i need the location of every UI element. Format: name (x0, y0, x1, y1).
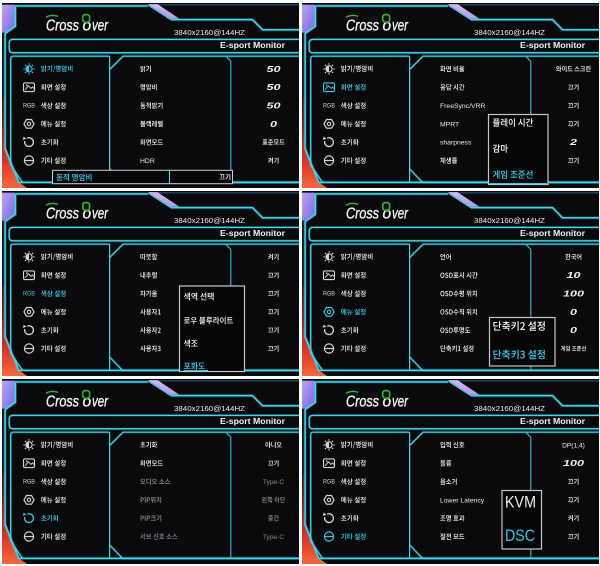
svg-text:RGB: RGB (323, 103, 335, 109)
svg-text:3840x2160@144HZ: 3840x2160@144HZ (474, 404, 545, 413)
svg-text:FreeSync/VRR: FreeSync/VRR (440, 102, 485, 109)
svg-text:RGB: RGB (23, 103, 35, 109)
svg-text:DP(1,4): DP(1,4) (562, 442, 585, 449)
svg-text:2: 2 (568, 137, 577, 147)
svg-text:ver: ver (392, 393, 409, 410)
svg-text:o: o (382, 205, 391, 222)
svg-text:50: 50 (266, 100, 280, 110)
svg-text:MPRT: MPRT (440, 121, 459, 128)
svg-text:100: 100 (563, 458, 584, 468)
svg-text:3840x2160@144HZ: 3840x2160@144HZ (174, 404, 245, 413)
svg-text:Cross: Cross (46, 205, 79, 222)
svg-text:ver: ver (392, 205, 409, 222)
svg-text:o: o (382, 17, 391, 34)
svg-text:3840x2160@144HZ: 3840x2160@144HZ (474, 28, 545, 37)
svg-text:E-sport Monitor: E-sport Monitor (220, 41, 285, 50)
svg-text:10: 10 (566, 270, 580, 280)
svg-text:ver: ver (92, 393, 109, 410)
svg-text:DSC: DSC (505, 527, 535, 545)
svg-text:50: 50 (266, 82, 280, 92)
svg-text:E-sport Monitor: E-sport Monitor (520, 229, 585, 238)
svg-text:HDR: HDR (140, 157, 155, 164)
svg-text:RGB: RGB (323, 291, 335, 297)
svg-text:RGB: RGB (23, 479, 35, 485)
svg-text:Type-C: Type-C (262, 533, 283, 540)
svg-text:E-sport Monitor: E-sport Monitor (220, 229, 285, 238)
svg-text:Cross: Cross (346, 205, 379, 222)
svg-text:o: o (382, 393, 391, 410)
svg-text:Cross: Cross (46, 393, 79, 410)
svg-text:ver: ver (92, 205, 109, 222)
svg-text:KVM: KVM (505, 492, 536, 511)
svg-text:RGB: RGB (23, 291, 35, 297)
svg-text:Lower Latency: Lower Latency (440, 497, 485, 504)
svg-text:3840x2160@144HZ: 3840x2160@144HZ (174, 28, 245, 37)
svg-text:Type-C: Type-C (262, 478, 283, 485)
svg-text:0: 0 (270, 118, 277, 128)
svg-text:o: o (82, 393, 91, 410)
svg-text:E-sport Monitor: E-sport Monitor (520, 417, 585, 426)
svg-text:ver: ver (392, 17, 409, 34)
svg-text:RGB: RGB (323, 479, 335, 485)
svg-text:0: 0 (570, 306, 577, 316)
svg-text:ver: ver (92, 17, 109, 34)
svg-text:50: 50 (266, 63, 280, 73)
svg-text:0: 0 (570, 325, 577, 335)
svg-text:o: o (82, 17, 91, 34)
svg-text:Cross: Cross (346, 393, 379, 410)
svg-text:o: o (82, 205, 91, 222)
svg-text:100: 100 (563, 288, 584, 298)
svg-text:E-sport Monitor: E-sport Monitor (520, 41, 585, 50)
svg-text:3840x2160@144HZ: 3840x2160@144HZ (174, 216, 245, 225)
svg-text:3840x2160@144HZ: 3840x2160@144HZ (474, 216, 545, 225)
svg-text:Cross: Cross (346, 17, 379, 34)
svg-text:sharpness: sharpness (440, 139, 472, 146)
svg-text:Cross: Cross (46, 17, 79, 34)
svg-text:E-sport Monitor: E-sport Monitor (220, 417, 285, 426)
